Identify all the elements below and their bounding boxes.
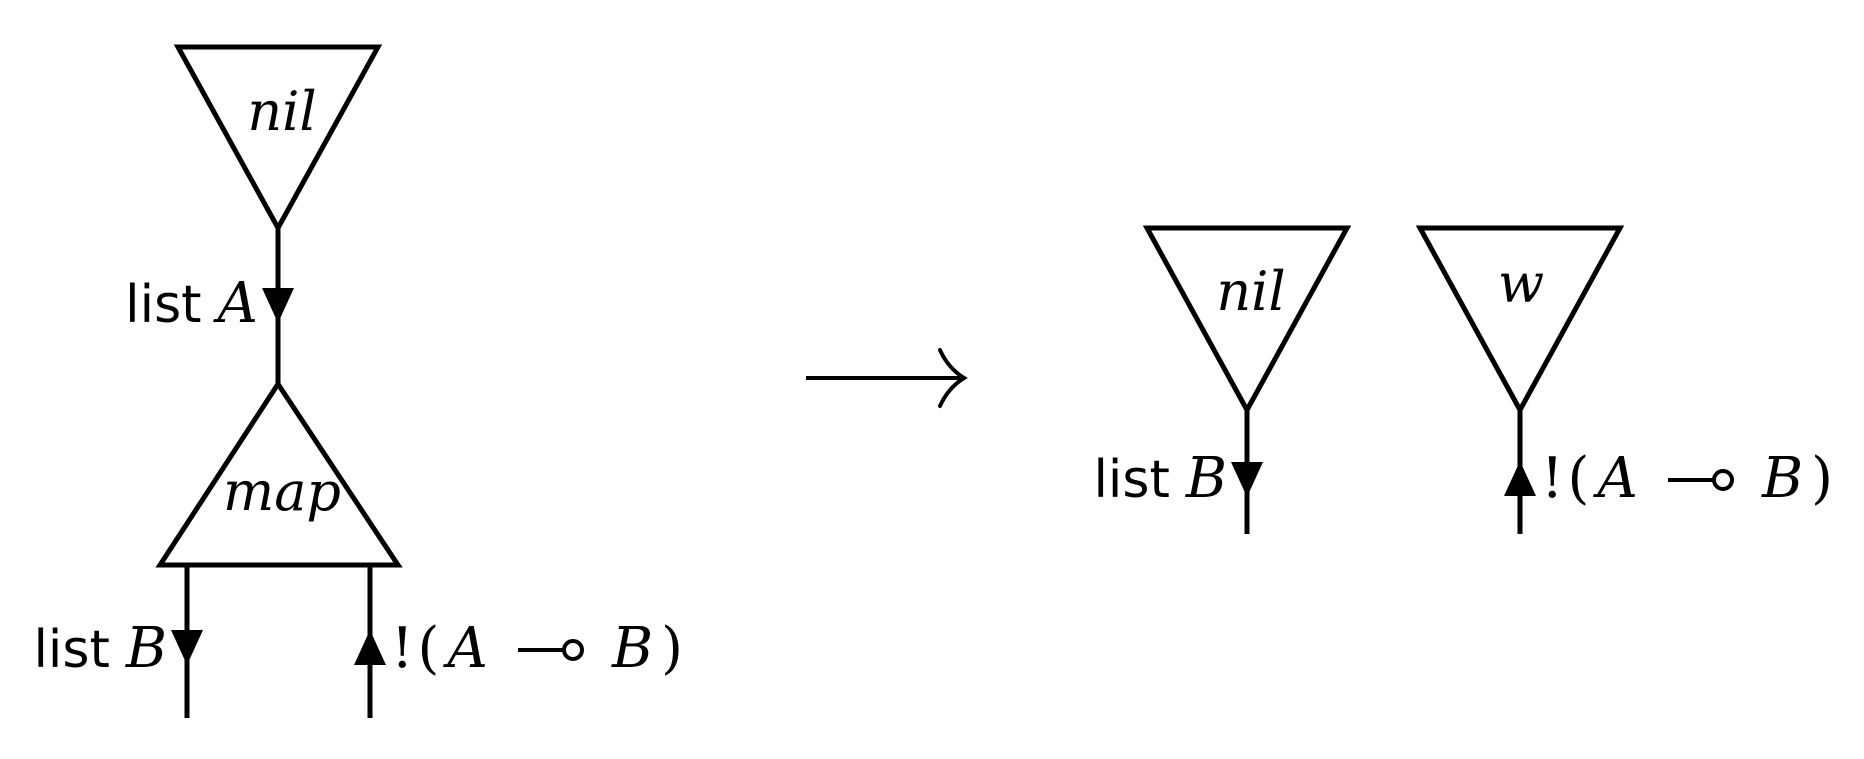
left-map-label: map [223,460,341,523]
rewrite-arrow-icon [806,348,968,408]
right-w-agent: w [1415,225,1625,416]
left-wire-list-b-arrowhead [171,630,203,665]
right-nil-agent: nil [1142,225,1352,416]
right-wire-function-type-a: ! ( A [1541,446,1638,511]
right-bang-symbol: ! [1541,446,1564,511]
left-map-agent: map [155,379,403,568]
right-nil-label: nil [1216,260,1285,323]
left-wire-list-b: list B [33,565,203,718]
right-nil-triangle [1142,225,1352,416]
left-wire-list-a-word: list [125,275,201,335]
left-net: nil list A map list B [33,44,683,718]
left-wire-function: ! ( A B ) [354,565,683,718]
right-open-paren: ( [1568,446,1590,511]
left-open-paren: ( [418,616,440,681]
left-type-b: B [611,616,653,681]
right-wire-function: ! ( A B ) [1504,410,1833,534]
left-wire-list-a: list A [125,228,294,384]
left-nil-agent: nil [173,44,383,234]
right-wire-list-b-letter: B [1185,446,1227,511]
left-close-paren: ) [661,616,683,681]
left-wire-list-b-letter: B [125,616,167,681]
right-wire-function-type-b: B ) [1761,446,1833,511]
right-type-a: A [1592,446,1637,511]
left-wire-function-type-a: ! ( A [391,616,488,681]
left-nil-triangle [173,44,383,234]
left-wire-function-arrowhead [354,630,386,665]
right-wire-function-arrowhead [1504,461,1536,496]
left-wire-function-type-b: B ) [611,616,683,681]
right-wire-list-b-arrowhead [1231,462,1263,497]
right-wire-list-b: list B [1093,410,1263,534]
right-type-b: B [1761,446,1803,511]
right-close-paren: ) [1811,446,1833,511]
left-bang-symbol: ! [391,616,414,681]
right-lollipop-icon [1668,469,1734,491]
right-wire-list-b-type: list B [1093,446,1227,511]
right-net: nil list B w ! ( A [1093,225,1833,534]
left-map-triangle [155,379,403,568]
left-wire-list-b-word: list [33,620,109,680]
left-lollipop-icon [518,639,584,661]
left-wire-list-a-letter: A [213,271,258,336]
right-w-label: w [1498,252,1544,315]
left-nil-label: nil [247,80,316,143]
left-type-a: A [442,616,487,681]
left-wire-list-b-type: list B [33,616,167,681]
left-wire-list-a-type: list A [125,271,258,336]
right-wire-list-b-word: list [1093,450,1169,510]
right-w-triangle [1415,225,1625,416]
left-wire-list-a-arrowhead [262,288,294,323]
